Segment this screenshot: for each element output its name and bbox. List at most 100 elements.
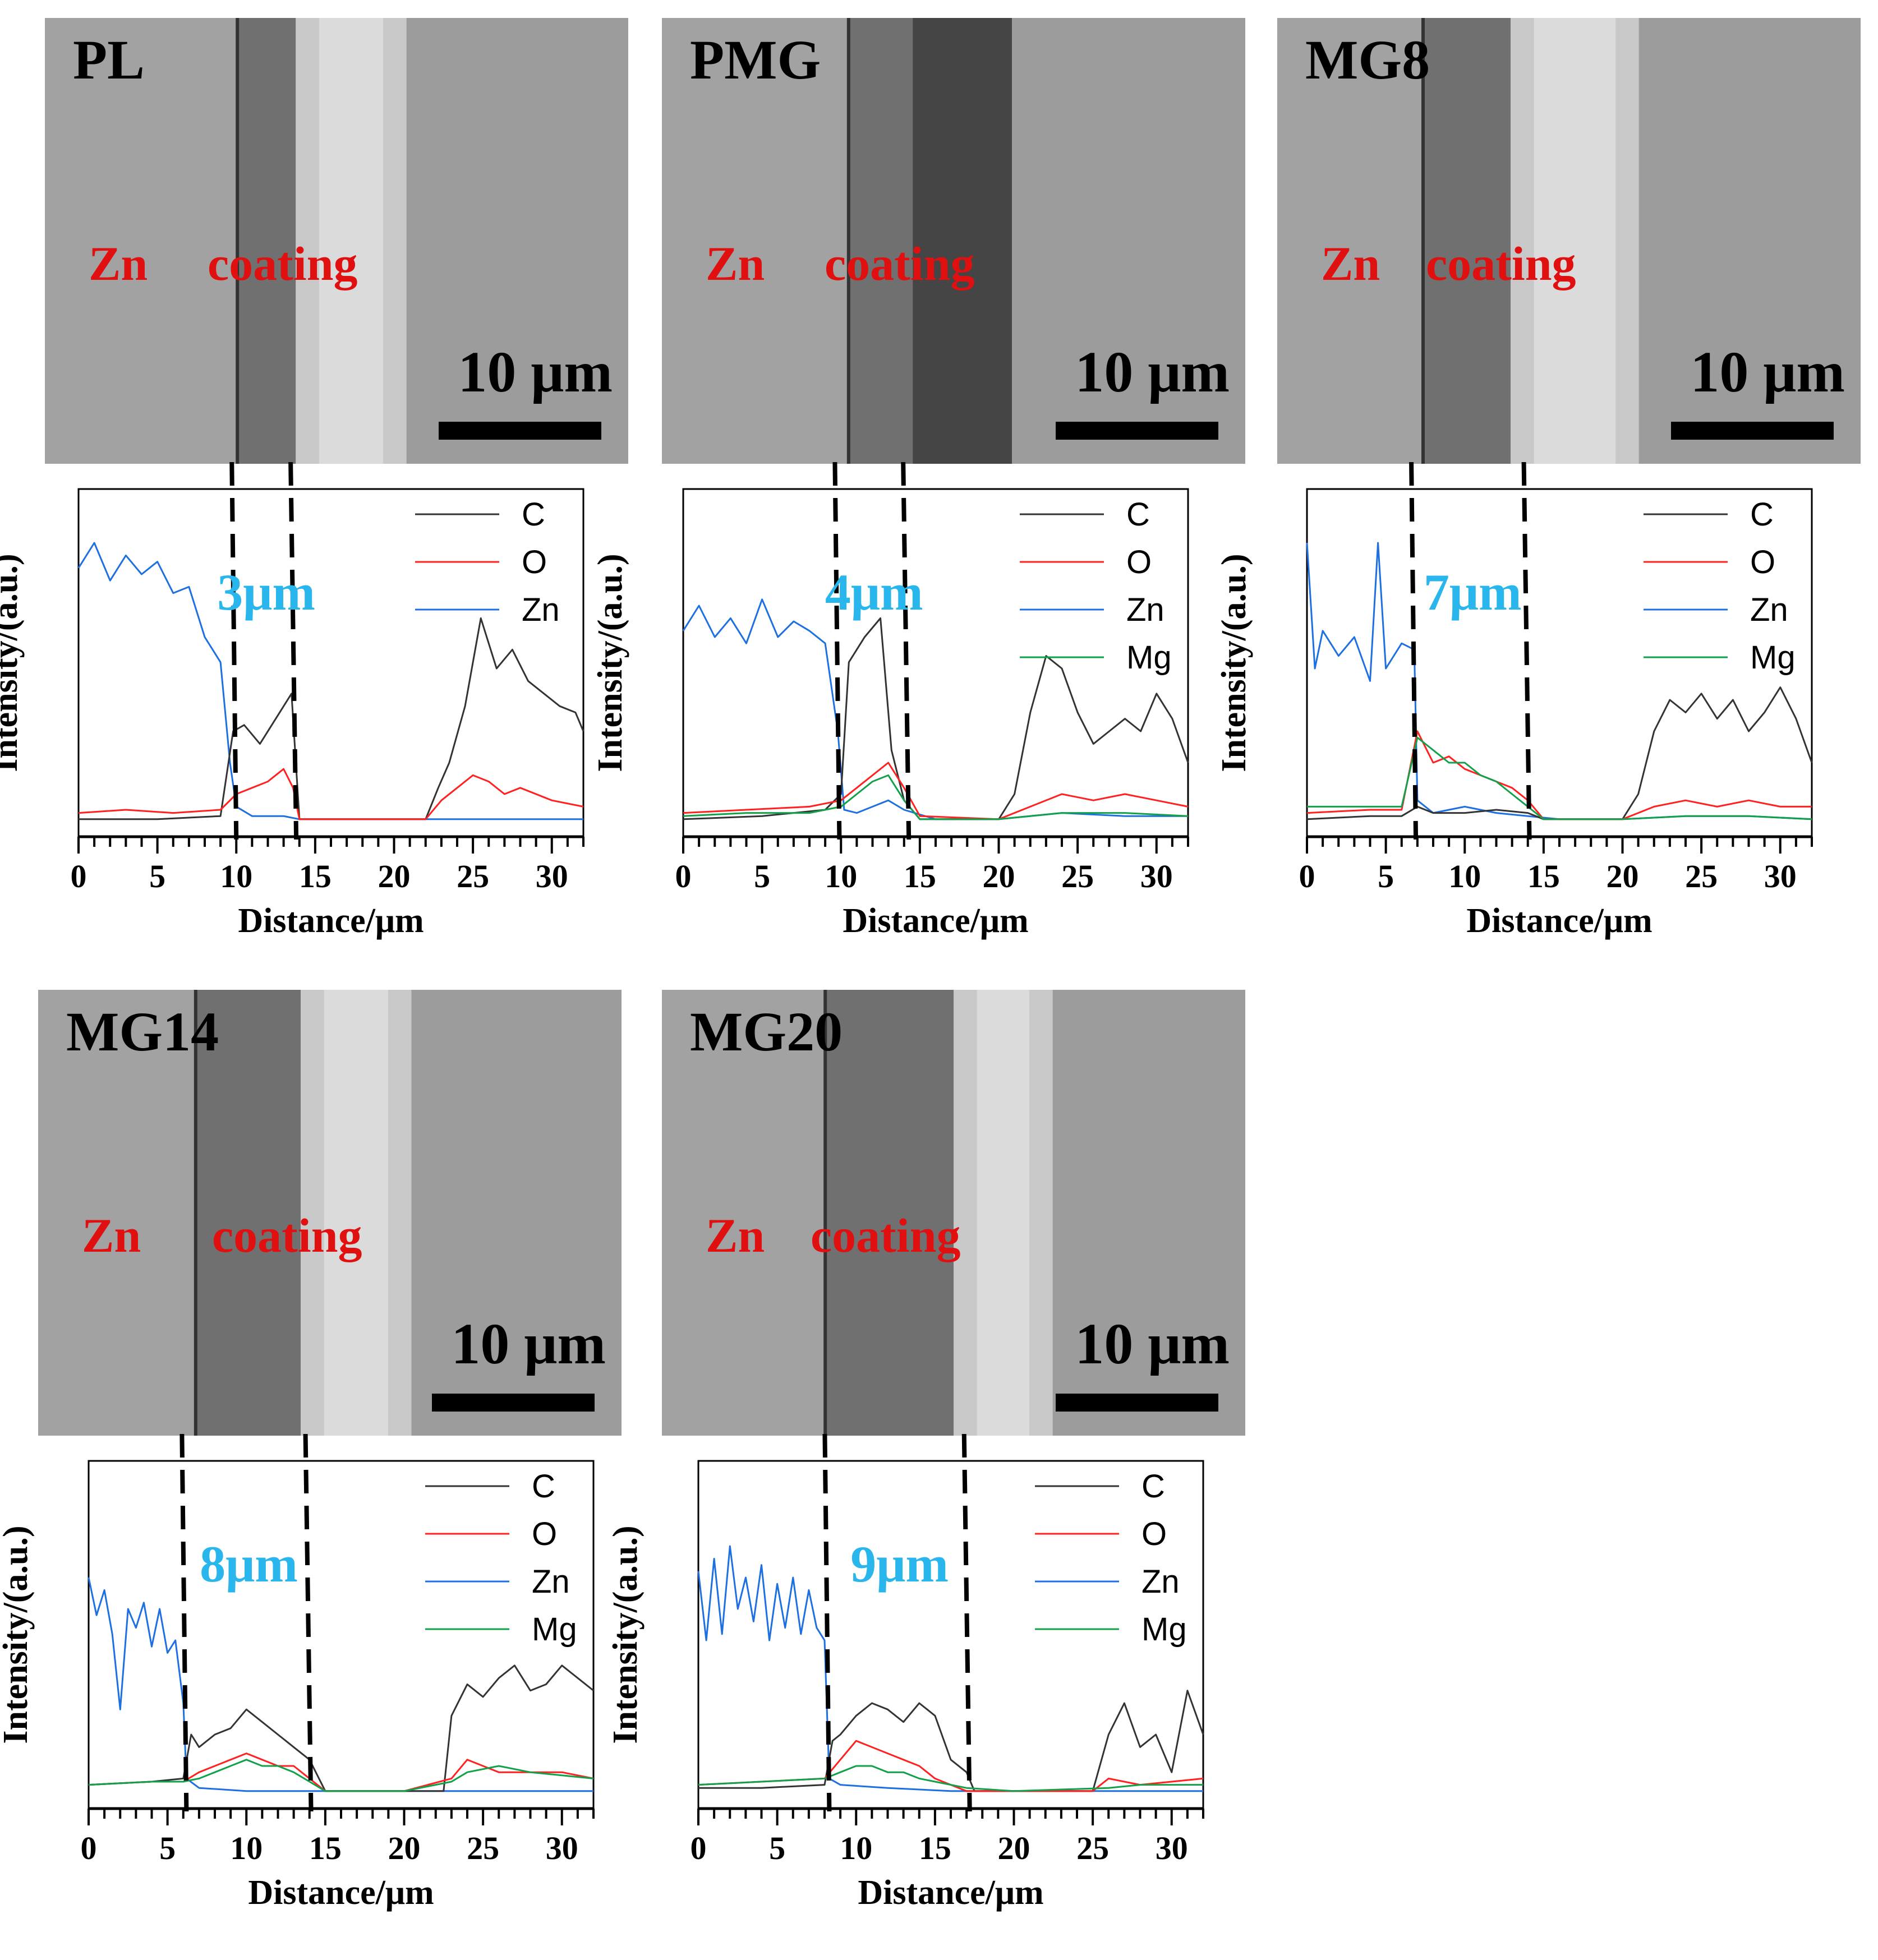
x-axis-label: Distance/μm (1466, 902, 1652, 940)
x-tick-label: 25 (457, 858, 489, 894)
x-tick-label: 10 (1448, 858, 1481, 894)
x-tick-label: 25 (1061, 858, 1094, 894)
legend-label-c: C (522, 496, 545, 533)
x-axis-label: Distance/μm (248, 1874, 434, 1912)
x-tick-label: 20 (388, 1830, 421, 1866)
x-tick-label: 20 (1607, 858, 1639, 894)
scale-bar (439, 422, 601, 440)
series-line-zn (1306, 542, 1812, 820)
x-tick-label: 0 (675, 858, 692, 894)
x-tick-label: 10 (825, 858, 857, 894)
x-tick-label: 5 (149, 858, 165, 894)
series-line-mg (683, 774, 1189, 820)
scale-bar (1056, 1394, 1218, 1412)
series-line-o (78, 768, 584, 820)
coating-thickness-label: 4μm (825, 564, 923, 621)
series-line-c (79, 617, 584, 820)
sem-image-mg8: MG8 Zn coating 10 μm (1277, 18, 1861, 464)
coating-label: coating (811, 1209, 961, 1262)
x-tick-label: 5 (1378, 858, 1394, 894)
coating-thickness-label: 7μm (1424, 564, 1522, 621)
scale-bar-label: 10 μm (1075, 340, 1230, 404)
x-tick-label: 25 (467, 1830, 499, 1866)
legend-label-o: O (522, 544, 547, 580)
panel-title: MG8 (1305, 29, 1430, 91)
x-tick-label: 30 (546, 1830, 578, 1866)
series-line-zn (77, 542, 583, 820)
legend-label-zn: Zn (522, 592, 560, 628)
plot-frame (1306, 488, 1813, 838)
legend-label-zn: Zn (1750, 592, 1788, 628)
x-tick-label: 5 (769, 1830, 785, 1866)
x-axis-label: Distance/μm (858, 1874, 1043, 1912)
coating-thickness-label: 9μm (850, 1535, 949, 1593)
y-axis-label: Intensity/(a.u.) (0, 1525, 35, 1744)
x-tick-label: 10 (840, 1830, 872, 1866)
coating-boundary-line (229, 462, 239, 840)
scale-bar (1056, 422, 1218, 440)
legend-label-o: O (1750, 544, 1775, 580)
x-tick-label: 25 (1076, 1830, 1109, 1866)
y-axis-label: Intensity/(a.u.) (0, 554, 25, 772)
x-tick-label: 15 (299, 858, 332, 894)
x-tick-label: 20 (998, 1830, 1030, 1866)
coating-thickness-label: 3μm (217, 564, 315, 621)
legend-label-c: C (1750, 496, 1774, 533)
legend-label-mg: Mg (1141, 1611, 1187, 1648)
panel-title: PMG (690, 29, 821, 91)
legend-label-c: C (1141, 1468, 1165, 1505)
x-tick-label: 5 (754, 858, 770, 894)
sem-image-pl: PL Zn coating 10 μm (45, 18, 628, 464)
legend-label-o: O (532, 1516, 557, 1552)
scale-bar (432, 1394, 595, 1412)
line-scan-chart-mg20: 0 5 10 15 20 25 30 Distance/μm Intensity/(a.u.) 9… (606, 1433, 1204, 1912)
plot-frame (697, 1460, 1204, 1810)
x-tick-label: 5 (159, 1830, 176, 1866)
x-axis-label: Distance/μm (238, 902, 424, 940)
x-tick-label: 25 (1685, 858, 1718, 894)
coating-boundary-line (1521, 462, 1532, 840)
y-axis-label: Intensity/(a.u.) (1215, 554, 1253, 772)
coating-label: coating (208, 237, 358, 290)
legend-label-o: O (1141, 1516, 1167, 1552)
panel-title: MG20 (690, 1000, 843, 1063)
legend-label-o: O (1126, 544, 1152, 580)
legend-label-zn: Zn (1141, 1564, 1180, 1600)
series-line-c (683, 617, 1189, 820)
x-tick-label: 30 (536, 858, 568, 894)
sem-image-pmg: PMG Zn coating 10 μm (662, 18, 1245, 464)
zn-label: Zn (89, 237, 148, 290)
coating-thickness-label: 8μm (200, 1535, 298, 1593)
panel-title: MG14 (66, 1000, 219, 1063)
series-line-c (698, 1690, 1204, 1792)
series-line-zn (682, 598, 1188, 820)
coating-boundary-line (901, 462, 912, 840)
legend-label-mg: Mg (1750, 639, 1796, 676)
x-tick-label: 10 (220, 858, 252, 894)
x-tick-label: 0 (691, 1830, 707, 1866)
x-tick-label: 20 (378, 858, 411, 894)
series-line-mg (88, 1759, 594, 1792)
legend-label-c: C (1126, 496, 1150, 533)
coating-boundary-line (179, 1433, 189, 1812)
x-axis-label: Distance/μm (843, 902, 1028, 940)
legend-label-c: C (532, 1468, 555, 1505)
x-tick-label: 0 (81, 1830, 97, 1866)
sem-image-mg14: MG14 Zn coating 10 μm (38, 990, 622, 1436)
x-tick-label: 20 (983, 858, 1015, 894)
scale-bar-label: 10 μm (451, 1312, 606, 1376)
line-scan-chart-mg14: 0 5 10 15 20 25 30 Distance/μm Intensity/(a.u.) 8… (0, 1433, 595, 1912)
series-line-mg (1307, 736, 1812, 820)
series-line-c (1306, 686, 1813, 820)
line-scan-chart-pmg: 0 5 10 15 20 25 30 Distance/μm Intensity/(a.u.) 4… (591, 462, 1189, 940)
coating-label: coating (1426, 237, 1576, 290)
coating-boundary-line (961, 1433, 972, 1812)
zn-label: Zn (82, 1209, 141, 1262)
series-line-o (1306, 730, 1812, 820)
coating-boundary-line (303, 1433, 314, 1812)
line-scan-chart-pl: 0 5 10 15 20 25 30 Distance/μm Intensity/(a.u.) 3… (0, 462, 584, 940)
scale-bar (1671, 422, 1834, 440)
coating-boundary-line (822, 1433, 832, 1812)
series-line-mg (698, 1765, 1203, 1792)
legend-label-zn: Zn (1126, 592, 1164, 628)
